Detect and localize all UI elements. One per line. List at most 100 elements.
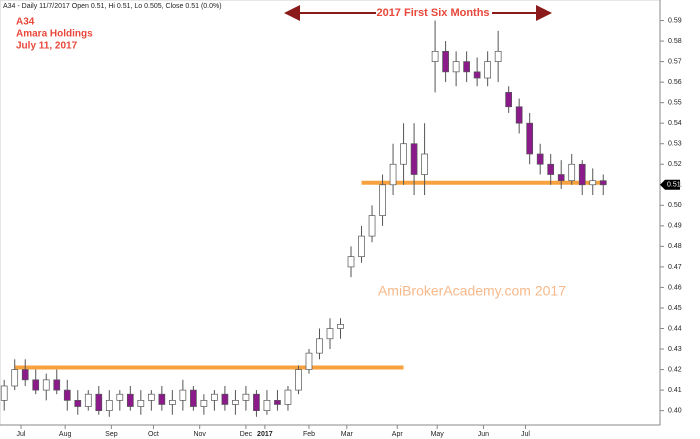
candle-body [410, 143, 418, 175]
y-tick-label: 0.47 [668, 264, 682, 271]
candle-body [484, 61, 491, 79]
candle-body [452, 61, 460, 73]
watermark: AmiBrokerAcademy.com 2017 [378, 283, 566, 299]
candle-body [200, 400, 208, 407]
y-tick-label: 0.48 [668, 243, 682, 250]
candle-body [253, 393, 260, 411]
candle-body [21, 369, 29, 381]
candle-body [326, 328, 334, 340]
candle-body [337, 324, 344, 329]
y-tick-label: 0.45 [668, 305, 682, 312]
candle-body [42, 379, 50, 391]
candle-body [431, 50, 439, 62]
candle-body [358, 235, 365, 257]
y-tick-label: 0.42 [668, 366, 682, 373]
y-tick-label: 0.46 [668, 284, 682, 291]
candle-body [400, 143, 407, 165]
candle-body [158, 393, 166, 405]
header: A34 - Daily 11/7/2017 Open 0.51, Hi 0.51… [3, 3, 222, 10]
x-tick-label: May [431, 431, 445, 438]
x-tick-label: Apr [392, 431, 404, 438]
x-tick-label: Feb [303, 431, 315, 438]
candle-body [463, 61, 470, 73]
candle-body [473, 71, 481, 79]
candle-body [137, 400, 145, 407]
candle-body [547, 163, 555, 175]
candle-body [0, 385, 8, 401]
candle-body [232, 400, 239, 405]
x-tick-label: Jun [478, 431, 489, 438]
candle-body [557, 174, 565, 182]
candle-body [32, 379, 40, 391]
x-tick-label: Mar [341, 431, 354, 438]
candle-body [316, 338, 323, 354]
candle-body [84, 393, 92, 407]
candle-body [147, 393, 155, 401]
candle-body [536, 153, 544, 165]
price-marker [660, 179, 680, 190]
candle-body [284, 389, 292, 405]
title: July 11, 2017 [16, 41, 78, 52]
y-tick-label: 0.40 [668, 407, 682, 414]
candle-body [505, 92, 513, 108]
candle-body [442, 50, 449, 73]
candle-body [211, 393, 218, 401]
x-tick-label: Dec [240, 431, 253, 438]
candle-body [295, 369, 302, 391]
x-tick-label: Jul [521, 431, 530, 438]
candle-body [95, 393, 103, 411]
price-label: 0.51 [667, 182, 681, 189]
candle-body [421, 153, 428, 175]
y-tick-label: 0.49 [668, 223, 682, 230]
y-tick-label: 0.57 [668, 58, 682, 65]
candle-body [274, 400, 281, 405]
x-tick-label: Oct [148, 431, 159, 438]
candle-body [169, 400, 176, 405]
candle-body [305, 352, 313, 370]
candle-body [263, 400, 271, 411]
candle-body [515, 106, 523, 124]
y-tick-label: 0.54 [668, 120, 682, 127]
x-tick-label: 2017 [257, 431, 273, 438]
y-tick-label: 0.43 [668, 346, 682, 353]
candle-body [599, 180, 607, 186]
candle-body [526, 122, 534, 155]
candle-body [578, 163, 586, 186]
candle-body [242, 393, 250, 401]
candle-body [494, 50, 502, 62]
x-tick-label: Aug [59, 431, 72, 438]
title: A34 [16, 17, 35, 28]
candle-body [368, 215, 376, 237]
candle-body [347, 256, 355, 268]
candle-body [221, 393, 229, 405]
candle-body [105, 400, 113, 411]
y-tick-label: 0.44 [668, 325, 682, 332]
x-tick-label: Nov [193, 431, 206, 438]
x-tick-label: Jul [17, 431, 26, 438]
candle-body [74, 400, 82, 407]
candle-body [190, 389, 197, 407]
candle-body [11, 369, 19, 387]
y-tick-label: 0.41 [668, 387, 682, 394]
x-tick-label: Sep [105, 431, 118, 438]
plot-area [0, 0, 661, 426]
candle-body [63, 389, 71, 401]
y-tick-label: 0.59 [668, 17, 682, 24]
title: Amara Holdings [16, 29, 93, 40]
y-tick-label: 0.50 [668, 202, 682, 209]
y-tick-label: 0.53 [668, 141, 682, 148]
y-tick-label: 0.55 [668, 100, 682, 107]
period-label: 2017 First Six Months [376, 7, 489, 19]
candle-body [179, 389, 187, 401]
candle-body [589, 180, 597, 186]
candle-body [568, 163, 576, 182]
y-tick-label: 0.58 [668, 38, 682, 45]
y-tick-label: 0.56 [668, 79, 682, 86]
candle-body [126, 393, 134, 407]
candle-body [53, 379, 61, 391]
candle-body [389, 163, 397, 186]
candle-body [379, 184, 386, 216]
y-tick-label: 0.52 [668, 161, 682, 168]
